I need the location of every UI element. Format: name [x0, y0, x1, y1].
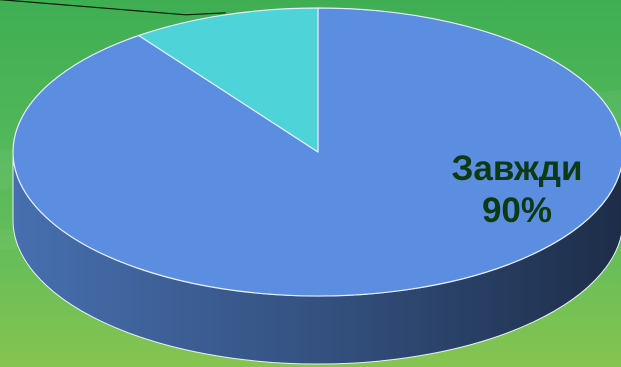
data-label-always: Завжди 90% [432, 148, 602, 232]
pie-slice-2 [138, 7, 319, 153]
leader-line [0, 0, 226, 16]
data-label-value: 90% [481, 191, 553, 230]
data-label-name: Завжди [451, 149, 583, 188]
